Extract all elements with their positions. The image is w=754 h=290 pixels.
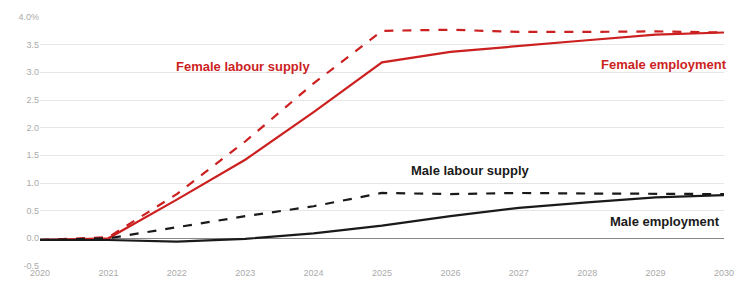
svg-text:4.0%: 4.0%: [18, 12, 39, 22]
svg-text:-0.5: -0.5: [23, 261, 39, 271]
svg-text:Male employment: Male employment: [610, 214, 720, 229]
svg-text:3.0: 3.0: [26, 67, 39, 77]
svg-text:2.5: 2.5: [26, 95, 39, 105]
svg-text:2023: 2023: [235, 268, 255, 278]
svg-text:2020: 2020: [30, 268, 50, 278]
svg-text:3.5: 3.5: [26, 40, 39, 50]
svg-text:2026: 2026: [440, 268, 460, 278]
svg-text:1.0: 1.0: [26, 178, 39, 188]
svg-text:2022: 2022: [167, 268, 187, 278]
svg-text:0.5: 0.5: [26, 206, 39, 216]
svg-text:Male labour supply: Male labour supply: [411, 163, 530, 178]
svg-text:Female labour supply: Female labour supply: [176, 59, 310, 74]
svg-text:0.0: 0.0: [26, 233, 39, 243]
svg-text:2027: 2027: [509, 268, 529, 278]
svg-text:2029: 2029: [646, 268, 666, 278]
svg-text:2030: 2030: [714, 268, 734, 278]
svg-text:2028: 2028: [577, 268, 597, 278]
svg-text:2.0: 2.0: [26, 123, 39, 133]
svg-text:2024: 2024: [304, 268, 324, 278]
svg-text:1.5: 1.5: [26, 150, 39, 160]
svg-text:2021: 2021: [98, 268, 118, 278]
svg-text:Female employment: Female employment: [601, 57, 727, 72]
svg-text:2025: 2025: [372, 268, 392, 278]
